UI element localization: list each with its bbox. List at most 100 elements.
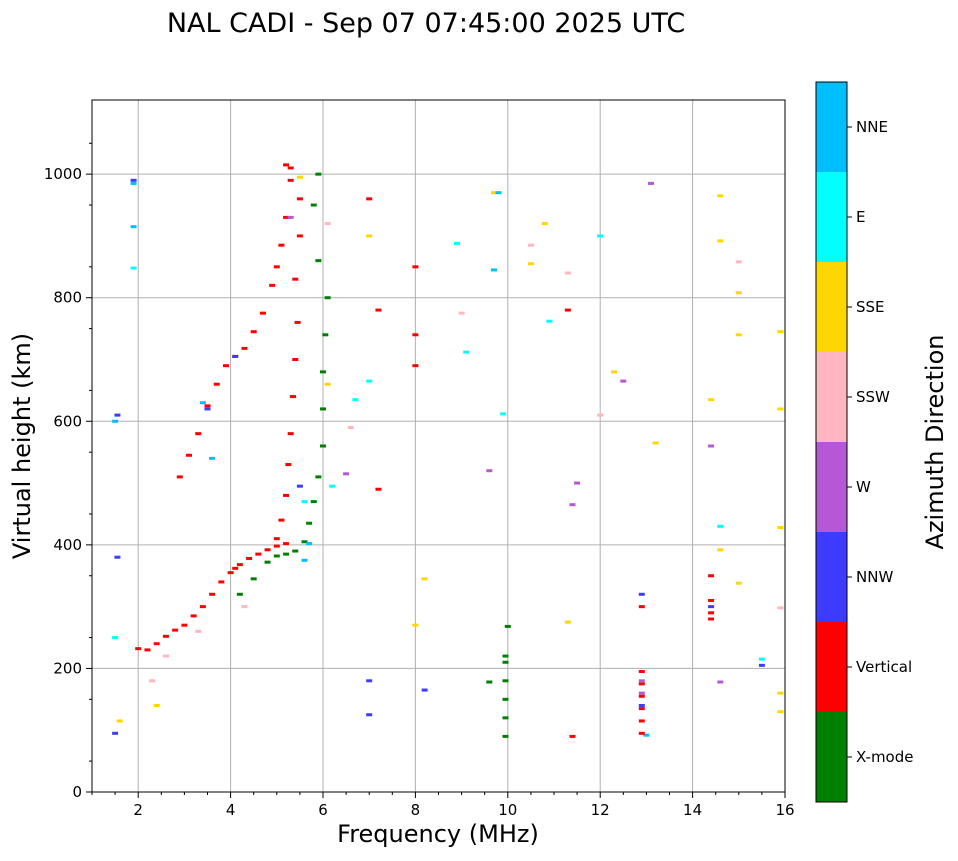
data-point xyxy=(130,266,137,270)
colorbar-segment xyxy=(816,442,847,532)
data-point xyxy=(301,558,308,562)
colorbar-segment xyxy=(816,172,847,262)
data-point xyxy=(135,647,142,651)
data-point xyxy=(153,704,160,707)
x-tick-label: 16 xyxy=(775,801,794,819)
data-point xyxy=(638,694,645,698)
colorbar-frame xyxy=(815,81,848,803)
data-point xyxy=(611,370,618,374)
data-point xyxy=(241,346,248,350)
data-point xyxy=(708,398,715,402)
data-point xyxy=(638,707,645,711)
data-point xyxy=(144,648,151,652)
data-point xyxy=(421,688,428,692)
data-point xyxy=(717,239,724,243)
data-point xyxy=(315,259,322,263)
data-point xyxy=(306,521,313,525)
data-point xyxy=(366,379,373,383)
data-point xyxy=(564,308,571,312)
data-point xyxy=(648,181,655,185)
data-point xyxy=(777,407,784,411)
data-point xyxy=(283,215,290,219)
chart-title: NAL CADI - Sep 07 07:45:00 2025 UTC xyxy=(167,8,685,39)
y-tick-label: 200 xyxy=(53,659,82,677)
data-point xyxy=(412,364,419,368)
data-point xyxy=(273,265,280,269)
colorbar: X-mode Vertical NNW W SSW SSE E NNE xyxy=(815,81,913,803)
data-point xyxy=(296,175,303,179)
data-point xyxy=(638,682,645,686)
plot-frame xyxy=(91,99,786,793)
data-point xyxy=(735,260,742,264)
data-point xyxy=(597,234,604,238)
colorbar-segment xyxy=(816,352,847,442)
data-point xyxy=(366,679,373,683)
data-point xyxy=(310,203,317,207)
data-point xyxy=(412,333,419,337)
data-point xyxy=(273,554,280,558)
data-point xyxy=(569,503,576,507)
data-point xyxy=(209,592,216,596)
data-point xyxy=(638,704,645,707)
data-point xyxy=(236,563,243,567)
data-point xyxy=(283,542,290,546)
data-point xyxy=(130,178,137,182)
data-point xyxy=(112,419,119,423)
data-point xyxy=(366,713,373,717)
colorbar-tick-label: NNW xyxy=(856,568,893,586)
data-point xyxy=(352,398,359,402)
x-tick-label: 8 xyxy=(411,801,421,819)
data-point xyxy=(777,710,784,714)
data-point xyxy=(283,493,290,497)
data-point xyxy=(278,243,285,247)
data-point xyxy=(717,548,724,552)
data-point xyxy=(315,475,322,479)
data-point xyxy=(172,628,179,632)
data-point xyxy=(232,354,239,358)
data-point xyxy=(209,456,216,460)
data-point xyxy=(638,605,645,609)
colorbar-tick-label: NNE xyxy=(856,118,888,136)
data-point xyxy=(735,291,742,295)
x-tick-label: 14 xyxy=(683,801,702,819)
data-point xyxy=(343,472,350,476)
colorbar-segment xyxy=(816,532,847,622)
data-point xyxy=(320,370,326,374)
data-point xyxy=(708,617,715,621)
data-point xyxy=(375,487,382,491)
data-point xyxy=(502,660,509,664)
data-point xyxy=(186,453,193,457)
data-point xyxy=(250,577,257,581)
data-point xyxy=(643,733,650,737)
colorbar-segment xyxy=(816,262,847,352)
data-point xyxy=(199,605,206,609)
data-point xyxy=(527,262,534,266)
data-point xyxy=(264,548,271,552)
data-point xyxy=(490,268,497,272)
data-point xyxy=(204,407,211,411)
x-tick-label: 2 xyxy=(133,801,143,819)
data-point xyxy=(324,222,331,226)
data-point xyxy=(366,197,373,201)
data-point xyxy=(777,330,784,334)
data-point xyxy=(375,308,382,312)
y-tick-label: 400 xyxy=(53,536,82,554)
data-point xyxy=(735,581,742,585)
data-point xyxy=(324,382,331,386)
colorbar-tick-label: E xyxy=(856,208,865,226)
x-tick-label: 12 xyxy=(591,801,610,819)
data-point xyxy=(199,401,206,405)
data-point xyxy=(708,611,715,615)
data-point xyxy=(620,379,627,383)
data-point xyxy=(292,277,299,281)
data-point xyxy=(564,620,571,624)
data-point xyxy=(296,197,303,201)
data-point xyxy=(412,623,419,627)
y-tick-label: 800 xyxy=(53,289,82,307)
colorbar-segment xyxy=(816,712,847,802)
data-point xyxy=(546,319,553,323)
data-point xyxy=(269,283,276,287)
data-point xyxy=(273,537,280,541)
data-point xyxy=(638,719,645,723)
